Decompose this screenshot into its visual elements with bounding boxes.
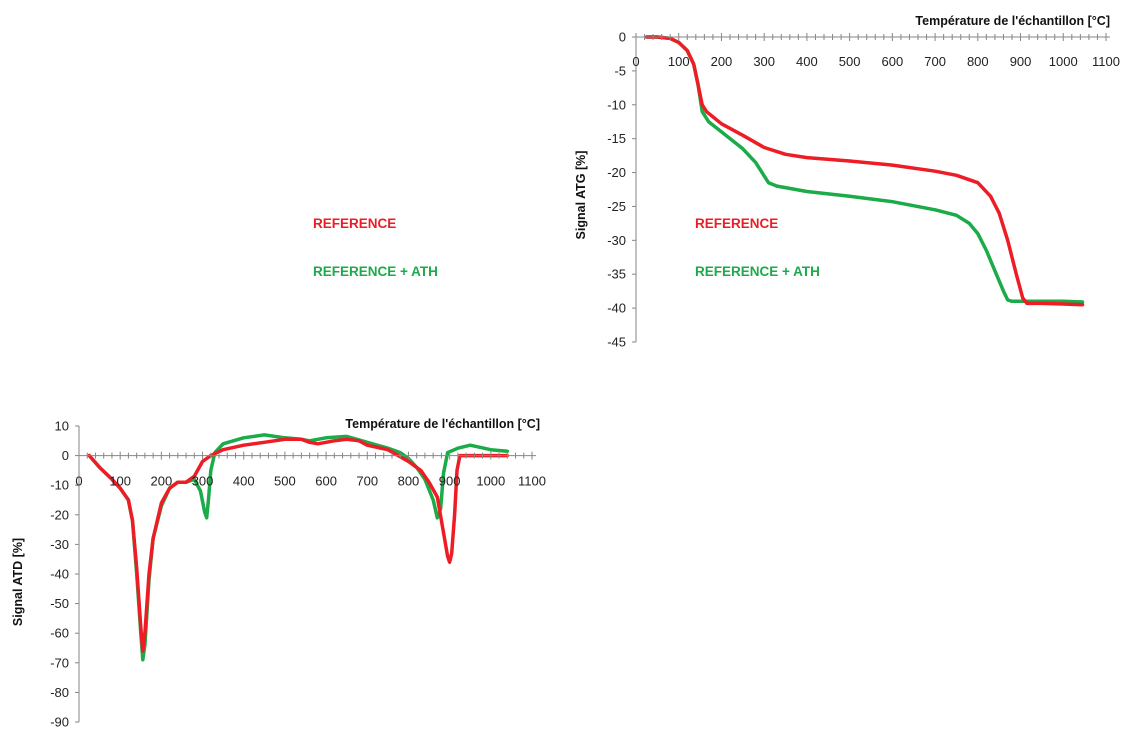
atg-x-axis-title: Température de l'échantillon [°C] [915, 14, 1110, 28]
atd-x-axis: 0 100 200 300 400 500 600 700 800 900 1000 1100 [75, 451, 546, 489]
atd-y-tick-label: -60 [50, 626, 69, 641]
atg-series-reference-line [644, 35, 1085, 307]
atg-x-axis: 0 100 200 300 400 500 600 700 800 900 1000 1100 [632, 33, 1120, 69]
atg-y-tick-label: -35 [607, 267, 626, 282]
atg-x-tick-label: 1000 [1049, 54, 1078, 69]
atg-y-tick-label: -20 [607, 165, 626, 180]
atg-y-tick-label: -40 [607, 301, 626, 316]
atd-x-tick-label: 800 [398, 474, 420, 489]
atd-curves [87, 433, 510, 662]
atd-y-tick-label: 0 [62, 448, 69, 463]
legend-left-reference-ath: REFERENCE + ATH [313, 264, 438, 279]
atd-y-tick-label: -50 [50, 596, 69, 611]
atd-y-tick-label: -10 [50, 478, 69, 493]
atg-x-tick-label: 100 [668, 54, 690, 69]
atg-x-tick-label: 700 [924, 54, 946, 69]
atg-x-tick-label: 200 [711, 54, 733, 69]
atg-x-tick-label: 500 [839, 54, 861, 69]
atg-y-axis-title: Signal ATG [%] [574, 151, 588, 240]
atd-x-tick-label: 900 [439, 474, 461, 489]
atd-y-tick-label: -20 [50, 507, 69, 522]
atg-y-tick-label: -10 [607, 97, 626, 112]
atd-y-axis-title: Signal ATD [%] [11, 538, 25, 626]
atd-y-tick-label: -70 [50, 655, 69, 670]
atd-x-tick-label: 200 [151, 474, 173, 489]
atd-y-tick-label: -80 [50, 685, 69, 700]
legend-right-reference-ath: REFERENCE + ATH [695, 264, 820, 279]
atg-x-tick-label: 300 [753, 54, 775, 69]
atd-series-reference-line [87, 437, 510, 653]
atg-x-tick-label: 900 [1010, 54, 1032, 69]
atd-x-axis-title: Température de l'échantillon [°C] [345, 417, 540, 431]
atd-y-tick-label: 10 [55, 419, 69, 434]
atd-x-tick-label: 300 [192, 474, 214, 489]
atg-series-reference-ath-line [644, 35, 1085, 304]
atd-y-tick-label: -40 [50, 567, 69, 582]
atg-y-axis: 0 -5 -10 -15 -20 -25 -30 -35 -40 -45 [607, 30, 637, 350]
atd-x-tick-label: 600 [315, 474, 337, 489]
atd-x-tick-label: 500 [274, 474, 296, 489]
atd-x-tick-label: 0 [75, 474, 82, 489]
atd-y-axis: 10 0 -10 -20 -30 -40 -50 -60 -70 -80 -90 [50, 419, 80, 730]
atg-y-tick-label: -45 [607, 335, 626, 350]
atd-x-tick-label: 100 [109, 474, 131, 489]
atg-chart: 0 -5 -10 -15 -20 -25 -30 -35 -40 -45 0 100 200 300 40… [574, 14, 1120, 350]
atg-x-tick-label: 0 [632, 54, 639, 69]
atg-curves [644, 35, 1085, 307]
atd-x-tick-label: 700 [356, 474, 378, 489]
atg-x-tick-label: 400 [796, 54, 818, 69]
atg-y-tick-label: -5 [614, 63, 626, 78]
atg-y-tick-label: -30 [607, 233, 626, 248]
atg-y-tick-label: 0 [619, 30, 626, 45]
atg-x-tick-label: 800 [967, 54, 989, 69]
atd-x-tick-label: 1100 [518, 474, 546, 489]
atd-y-tick-label: -90 [50, 715, 69, 730]
legend-left-reference: REFERENCE [313, 216, 397, 231]
atg-x-tick-label: 1100 [1092, 54, 1120, 69]
legend-right-reference: REFERENCE [695, 216, 779, 231]
atd-chart: 100-10-20-30-40-50-60-70-80-90 0 100 200 30… [11, 417, 546, 730]
atg-x-tick-label: 600 [882, 54, 904, 69]
atd-x-tick-label: 1000 [476, 474, 505, 489]
atg-y-tick-label: -15 [607, 131, 626, 146]
atg-y-tick-label: -25 [607, 199, 626, 214]
atd-y-tick-label: -30 [50, 537, 69, 552]
atd-x-tick-label: 400 [233, 474, 255, 489]
